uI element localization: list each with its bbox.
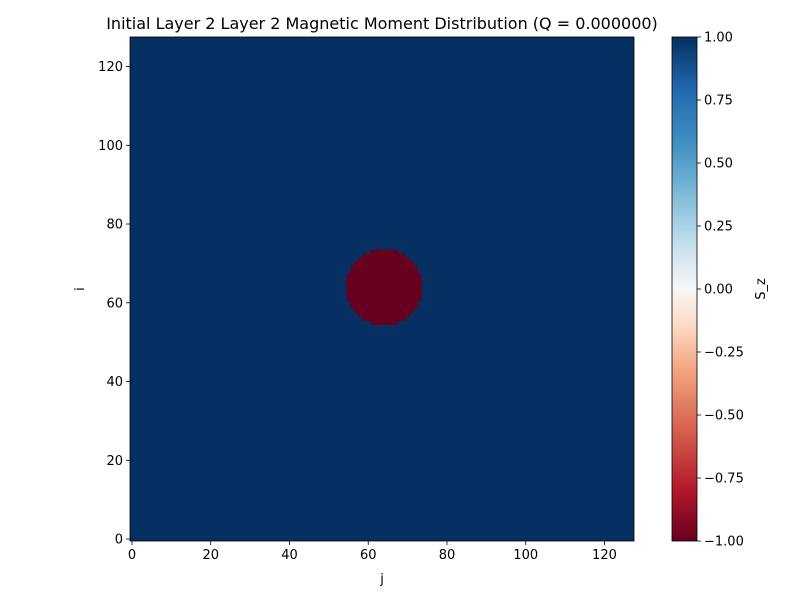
skyrmion-cell-row [350,300,418,306]
colorbar-tick-label: −0.25 [704,346,744,361]
skyrmion-cell-row [346,285,422,290]
y-tick-label: 0 [115,533,123,548]
skyrmion-cell-row [346,277,422,282]
skyrmion-cell-row [346,289,422,294]
chart-title: Initial Layer 2 Layer 2 Magnetic Moment … [106,14,658,33]
skyrmion-cell-row [346,273,422,278]
x-tick-label: 100 [513,548,538,563]
colorbar-tick-label: −0.75 [704,472,744,487]
skyrmion-cell-row [370,320,399,325]
skyrmion-cell-row [354,261,414,266]
y-axis-label: i [73,287,88,291]
x-tick-label: 20 [202,548,219,563]
colorbar-label: S_z [754,278,769,300]
skyrmion-cell-row [358,257,410,262]
axes-frame [129,36,635,542]
y-tick-label: 100 [98,139,123,154]
colorbar-tick-label: −1.00 [704,535,744,550]
x-tick-label: 80 [439,548,456,563]
y-tick-label: 20 [106,454,123,469]
colorbar-tick-label: −0.50 [704,409,744,424]
colorbar-tick-label: 0.00 [704,283,733,298]
skyrmion-cell-row [362,253,406,258]
colorbar-tick-label: 1.00 [704,31,733,46]
skyrmion-cell-row [350,265,418,270]
x-tick-label: 0 [128,548,136,563]
skyrmion-cell-row [346,281,422,286]
x-tick-label: 40 [281,548,298,563]
heatmap-layer [130,37,634,541]
colorbar-ticks: −1.00 −0.75 −0.50 −0.25 0.00 0.25 0.50 0.75 1.00 [697,31,744,550]
axes-layer: 0 20 40 60 80 100 120 0 20 40 60 80 100 120 [98,36,635,563]
skyrmion-cell-row [362,316,406,321]
skyrmion-cell-row [370,249,399,254]
y-tick-label: 120 [98,60,123,75]
x-tick-label: 120 [592,548,617,563]
skyrmion-cell-row [350,304,418,309]
y-tick-label: 60 [106,296,123,311]
skyrmion-cell-row [346,296,422,302]
x-tick-label: 60 [360,548,377,563]
x-axis-label: j [379,572,384,587]
colorbar [671,36,698,542]
colorbar-tick-label: 0.25 [704,220,733,235]
y-tick-label: 40 [106,375,123,390]
skyrmion-cell-row [358,312,410,317]
skyrmion-cell-row [346,292,422,298]
colorbar-tick-label: 0.75 [704,94,733,109]
skyrmion-cell-row [350,269,418,274]
colorbar-tick-label: 0.50 [704,157,733,172]
skyrmion-cell-row [354,308,414,313]
y-tick-label: 80 [106,218,123,233]
